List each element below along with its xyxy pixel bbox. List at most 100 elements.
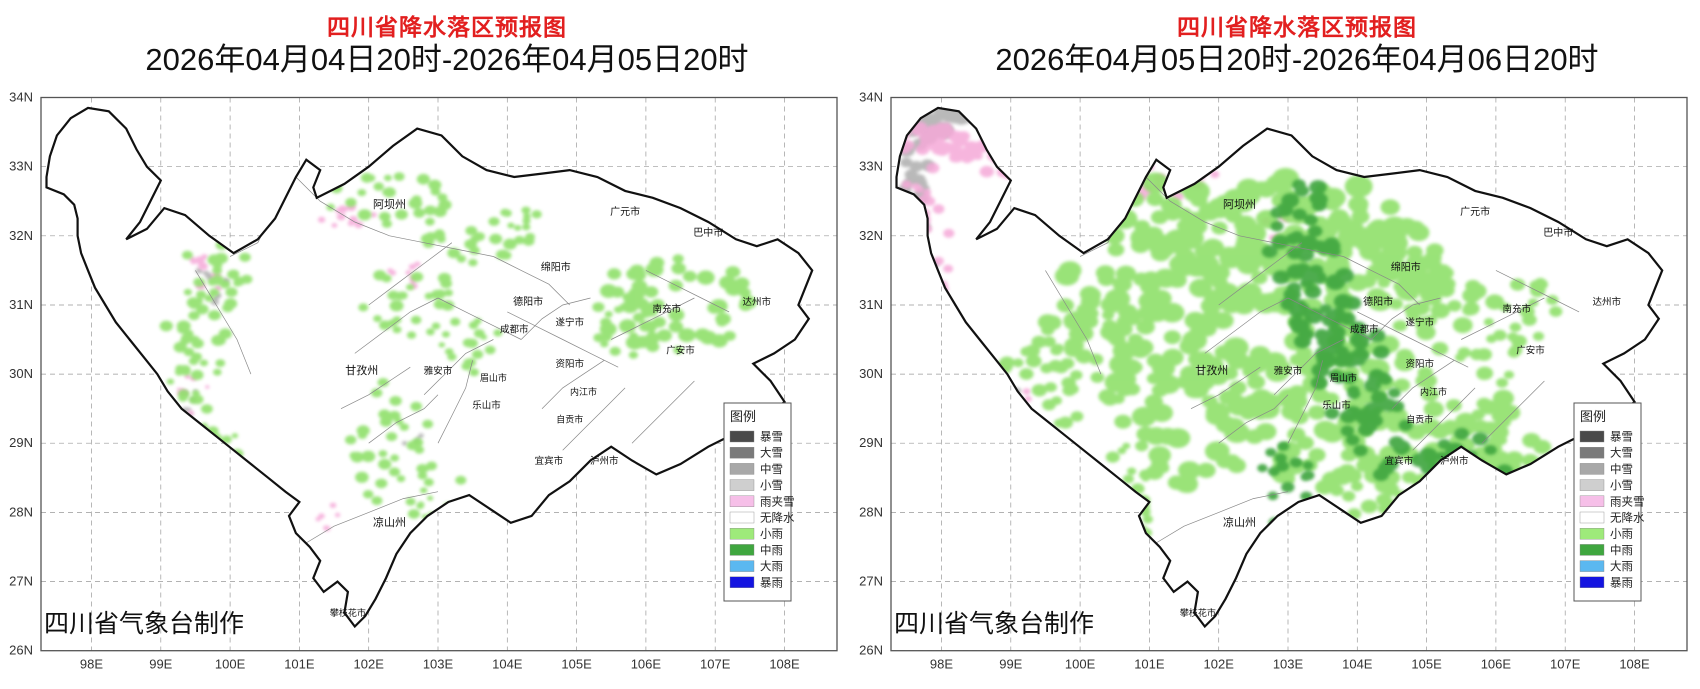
svg-text:图例: 图例 xyxy=(730,409,756,424)
svg-text:甘孜州: 甘孜州 xyxy=(345,363,378,377)
svg-text:中雨: 中雨 xyxy=(760,544,783,557)
svg-text:30N: 30N xyxy=(9,366,33,381)
svg-text:104E: 104E xyxy=(492,657,523,672)
svg-text:30N: 30N xyxy=(859,366,883,381)
svg-text:104E: 104E xyxy=(1342,657,1373,672)
svg-text:大雨: 大雨 xyxy=(760,559,783,573)
svg-text:绵阳市: 绵阳市 xyxy=(1391,260,1421,273)
svg-text:108E: 108E xyxy=(1619,657,1650,672)
svg-text:29N: 29N xyxy=(859,435,883,450)
svg-text:巴中市: 巴中市 xyxy=(1543,226,1573,239)
svg-text:甘孜州: 甘孜州 xyxy=(1195,363,1228,377)
svg-text:眉山市: 眉山市 xyxy=(480,372,507,383)
svg-text:98E: 98E xyxy=(80,657,103,672)
svg-text:105E: 105E xyxy=(561,657,592,672)
svg-text:达州市: 达州市 xyxy=(1593,296,1622,308)
svg-text:泸州市: 泸州市 xyxy=(1440,455,1469,467)
svg-text:自贡市: 自贡市 xyxy=(556,414,583,425)
svg-text:阿坝州: 阿坝州 xyxy=(1223,197,1256,211)
svg-text:107E: 107E xyxy=(1550,657,1581,672)
svg-text:无降水: 无降水 xyxy=(1610,511,1645,525)
svg-text:乐山市: 乐山市 xyxy=(1322,400,1351,412)
svg-text:暴雪: 暴雪 xyxy=(1610,431,1633,444)
svg-text:广元市: 广元市 xyxy=(1460,205,1490,218)
svg-text:小雪: 小雪 xyxy=(760,479,783,492)
svg-text:成都市: 成都市 xyxy=(500,324,529,336)
svg-text:106E: 106E xyxy=(631,657,662,672)
svg-text:100E: 100E xyxy=(215,657,246,672)
svg-text:小雨: 小雨 xyxy=(760,528,783,541)
svg-text:广安市: 广安市 xyxy=(1516,344,1545,356)
svg-text:内江市: 内江市 xyxy=(1420,386,1447,397)
svg-text:中雨: 中雨 xyxy=(1610,544,1633,557)
svg-text:28N: 28N xyxy=(859,504,883,519)
svg-text:108E: 108E xyxy=(769,657,800,672)
svg-text:106E: 106E xyxy=(1481,657,1512,672)
svg-text:28N: 28N xyxy=(9,504,33,519)
svg-text:105E: 105E xyxy=(1411,657,1442,672)
svg-text:34N: 34N xyxy=(9,90,33,105)
svg-text:99E: 99E xyxy=(999,657,1022,672)
svg-text:雅安市: 雅安市 xyxy=(424,365,453,377)
svg-text:大雨: 大雨 xyxy=(1610,559,1633,573)
svg-text:中雪: 中雪 xyxy=(760,463,783,476)
svg-text:暴雨: 暴雨 xyxy=(1610,576,1633,589)
svg-text:暴雪: 暴雪 xyxy=(760,431,783,444)
svg-text:103E: 103E xyxy=(423,657,454,672)
svg-text:资阳市: 资阳市 xyxy=(555,358,584,370)
svg-text:101E: 101E xyxy=(1134,657,1165,672)
svg-text:攀枝花市: 攀枝花市 xyxy=(1180,607,1216,618)
svg-text:小雨: 小雨 xyxy=(1610,528,1633,541)
svg-text:29N: 29N xyxy=(9,435,33,450)
svg-text:阿坝州: 阿坝州 xyxy=(373,197,406,211)
svg-text:小雪: 小雪 xyxy=(1610,479,1633,492)
svg-text:德阳市: 德阳市 xyxy=(513,295,543,308)
svg-text:攀枝花市: 攀枝花市 xyxy=(330,607,366,618)
svg-text:巴中市: 巴中市 xyxy=(693,226,723,239)
svg-text:宜宾市: 宜宾市 xyxy=(1385,455,1414,467)
svg-text:泸州市: 泸州市 xyxy=(590,455,619,467)
svg-text:雨夹雪: 雨夹雪 xyxy=(760,495,795,508)
svg-text:乐山市: 乐山市 xyxy=(472,400,501,412)
svg-text:图例: 图例 xyxy=(1580,409,1606,424)
svg-text:暴雨: 暴雨 xyxy=(760,576,783,589)
svg-text:南充市: 南充市 xyxy=(652,303,681,315)
svg-text:32N: 32N xyxy=(9,228,33,243)
svg-text:98E: 98E xyxy=(930,657,953,672)
svg-text:102E: 102E xyxy=(1204,657,1235,672)
svg-text:31N: 31N xyxy=(9,297,33,312)
svg-text:27N: 27N xyxy=(859,574,883,589)
svg-text:102E: 102E xyxy=(354,657,385,672)
svg-text:27N: 27N xyxy=(9,574,33,589)
svg-text:33N: 33N xyxy=(9,159,33,174)
svg-text:33N: 33N xyxy=(859,159,883,174)
svg-text:自贡市: 自贡市 xyxy=(1406,414,1433,425)
svg-text:成都市: 成都市 xyxy=(1350,324,1379,336)
svg-text:眉山市: 眉山市 xyxy=(1330,372,1357,383)
svg-text:雅安市: 雅安市 xyxy=(1274,365,1303,377)
svg-text:大雪: 大雪 xyxy=(760,446,783,460)
svg-text:资阳市: 资阳市 xyxy=(1405,358,1434,370)
svg-text:100E: 100E xyxy=(1065,657,1096,672)
svg-text:广安市: 广安市 xyxy=(666,344,695,356)
svg-text:遂宁市: 遂宁市 xyxy=(1405,317,1434,329)
svg-text:雨夹雪: 雨夹雪 xyxy=(1610,495,1645,508)
svg-text:绵阳市: 绵阳市 xyxy=(541,260,571,273)
svg-text:31N: 31N xyxy=(859,297,883,312)
svg-text:26N: 26N xyxy=(859,643,883,658)
svg-text:内江市: 内江市 xyxy=(570,386,597,397)
svg-text:大雪: 大雪 xyxy=(1610,446,1633,460)
svg-text:中雪: 中雪 xyxy=(1610,463,1633,476)
svg-text:遂宁市: 遂宁市 xyxy=(555,317,584,329)
svg-text:德阳市: 德阳市 xyxy=(1363,295,1393,308)
svg-text:101E: 101E xyxy=(284,657,315,672)
svg-text:达州市: 达州市 xyxy=(743,296,772,308)
svg-text:99E: 99E xyxy=(149,657,172,672)
svg-text:107E: 107E xyxy=(700,657,731,672)
svg-text:广元市: 广元市 xyxy=(610,205,640,218)
svg-text:26N: 26N xyxy=(9,643,33,658)
svg-text:宜宾市: 宜宾市 xyxy=(535,455,564,467)
svg-text:无降水: 无降水 xyxy=(760,511,795,525)
svg-text:凉山州: 凉山州 xyxy=(373,515,406,529)
svg-text:凉山州: 凉山州 xyxy=(1223,515,1256,529)
